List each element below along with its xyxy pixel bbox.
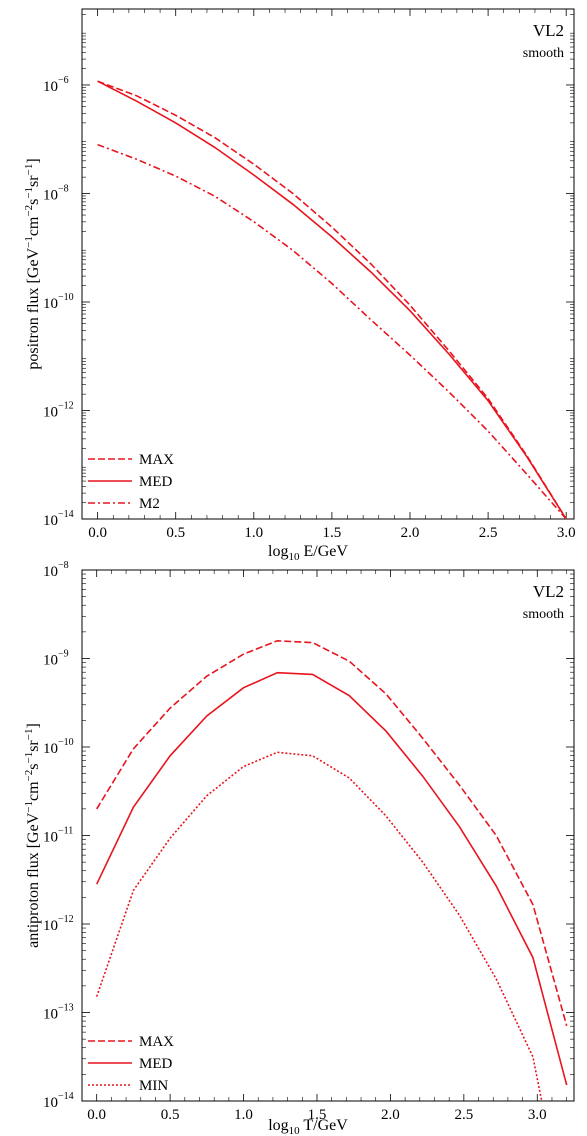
plot-frame [81,8,575,520]
y-tick-label: 10 [43,296,58,312]
x-tick-label: 0.5 [161,1107,180,1123]
legend-label-min: MIN [139,1078,168,1094]
x-tick-label: 0.0 [88,525,107,541]
y-tick-exponent: −13 [58,1003,74,1014]
y-tick-label: 10 [43,1095,58,1111]
y-tick-exponent: −14 [58,509,74,520]
y-tick-exponent: −14 [58,1091,74,1102]
series-line-max [96,639,568,1027]
x-tick-label: 2.5 [479,525,498,541]
y-tick-exponent: −11 [58,826,73,837]
y-tick-label: 10 [43,918,58,934]
y-tick-exponent: −10 [58,737,74,748]
legend-label-max: MAX [139,1034,174,1050]
annotation-label: VL2 [533,582,564,601]
x-axis-label: log10 E/GeV [268,543,348,563]
legend-label-med: MED [139,1056,173,1072]
y-tick-label: 10 [43,79,58,95]
y-tick-label: 10 [43,1007,58,1023]
series-line-m2 [97,143,567,519]
annotation-sublabel: smooth [523,607,564,622]
y-tick-exponent: −8 [58,183,69,194]
series-line-min [95,751,543,1101]
chart-panel-1: 0.0 0.5 1.0 1.5 2.0 2.5 3.010−1410−1210−1010−8… [23,8,576,563]
y-tick-exponent: −9 [58,649,69,660]
x-tick-label: 1.5 [323,525,342,541]
y-tick-exponent: −12 [58,400,74,411]
y-tick-label: 10 [43,404,58,420]
x-tick-label: 2.0 [401,525,420,541]
legend-label-med: MED [139,474,173,490]
y-tick-label: 10 [43,513,58,529]
series-line-med [97,80,567,519]
x-tick-label: 1.0 [244,525,263,541]
y-tick-exponent: −6 [58,75,69,86]
y-tick-label: 10 [43,653,58,669]
annotation-sublabel: smooth [523,46,564,61]
legend-label-max: MAX [139,452,174,468]
y-axis-label: antiproton flux [GeV−1cm−2s−1sr−1] [23,723,42,948]
x-axis-label: log10 T/GeV [268,1117,348,1136]
x-tick-label: 3.0 [557,525,576,541]
x-tick-label: 3.0 [528,1107,547,1123]
y-tick-exponent: −12 [58,914,74,925]
x-tick-label: 0.0 [87,1107,106,1123]
series-line-med [95,671,568,1086]
y-tick-label: 10 [43,741,58,757]
x-tick-label: 2.0 [381,1107,400,1123]
y-tick-label: 10 [43,187,58,203]
annotation-label: VL2 [533,21,564,40]
y-tick-label: 10 [43,564,58,580]
y-tick-exponent: −8 [58,560,69,571]
y-tick-label: 10 [43,830,58,846]
x-tick-label: 1.0 [234,1107,253,1123]
y-tick-exponent: −10 [58,292,74,303]
x-tick-label: 1.5 [308,1107,327,1123]
y-axis-label: positron flux [GeV−1cm−2s−1sr−1] [23,158,42,369]
series-line-max [97,80,567,519]
x-tick-label: 2.5 [454,1107,473,1123]
x-tick-label: 0.5 [166,525,185,541]
legend-label-m2: M2 [139,496,160,512]
